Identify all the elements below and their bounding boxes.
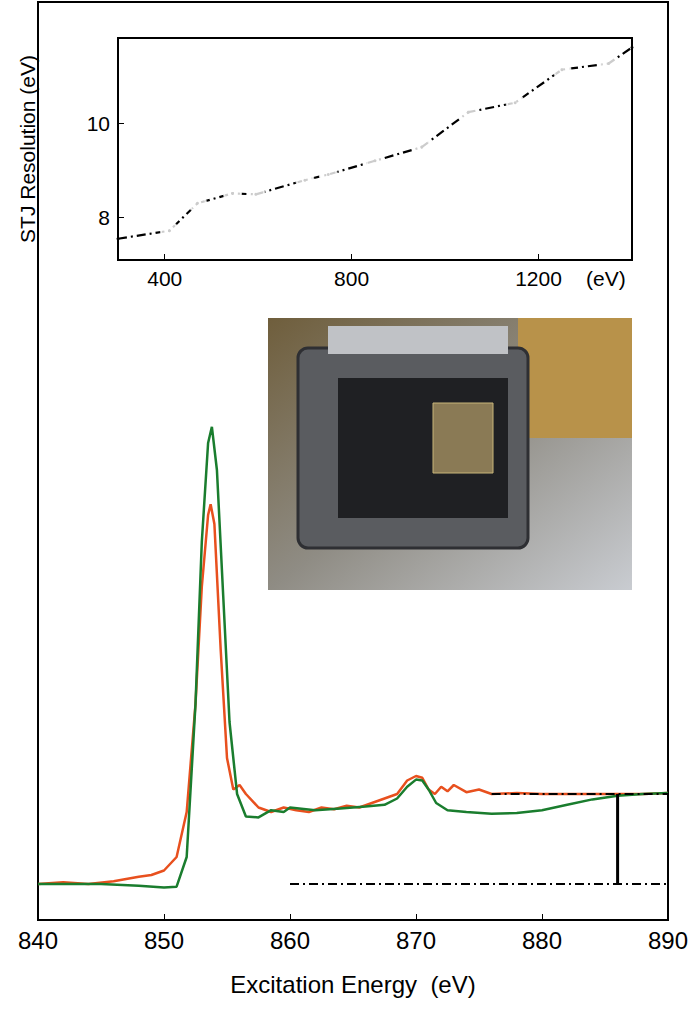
svg-text:840: 840 <box>18 927 58 954</box>
svg-text:860: 860 <box>270 927 310 954</box>
svg-text:800: 800 <box>334 267 369 290</box>
svg-text:880: 880 <box>522 927 562 954</box>
svg-text:850: 850 <box>144 927 184 954</box>
svg-text:1200: 1200 <box>515 267 562 290</box>
svg-text:870: 870 <box>396 927 436 954</box>
svg-text:10: 10 <box>87 112 110 135</box>
svg-text:8: 8 <box>98 206 110 229</box>
svg-text:STJ Resolution (eV): STJ Resolution (eV) <box>16 55 39 243</box>
svg-text:(eV): (eV) <box>586 267 626 290</box>
svg-text:400: 400 <box>147 267 182 290</box>
svg-text:Excitation Energy (eV): Excitation Energy (eV) <box>230 971 475 998</box>
svg-text:890: 890 <box>648 927 688 954</box>
